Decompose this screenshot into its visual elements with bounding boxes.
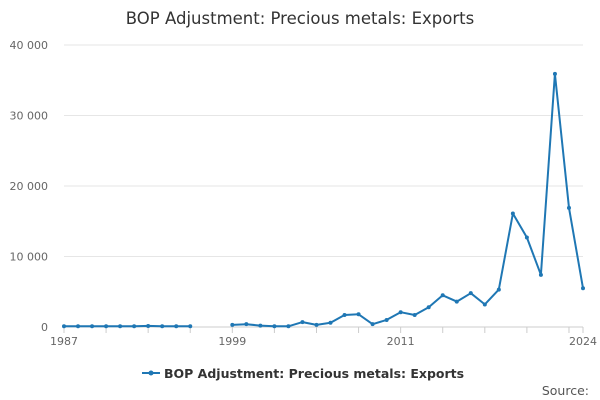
data-point[interactable] <box>258 323 263 328</box>
data-point[interactable] <box>454 299 459 304</box>
data-point[interactable] <box>426 305 431 310</box>
x-axis: 1987 1999 2011 2024 <box>50 326 597 348</box>
data-point[interactable] <box>300 320 305 325</box>
data-point[interactable] <box>76 324 81 329</box>
data-point[interactable] <box>482 302 487 307</box>
data-point[interactable] <box>286 324 291 329</box>
grid-lines <box>64 44 583 257</box>
data-point[interactable] <box>566 205 571 210</box>
y-tick-label: 20 000 <box>10 180 49 193</box>
y-axis-ticks: 0 10 000 20 000 30 000 40 000 <box>10 39 49 334</box>
data-point[interactable] <box>440 293 445 298</box>
data-point[interactable] <box>370 322 375 327</box>
x-tick-label: 2024 <box>569 335 597 348</box>
data-point[interactable] <box>230 322 235 327</box>
data-point[interactable] <box>384 317 389 322</box>
data-point[interactable] <box>398 310 403 315</box>
data-point[interactable] <box>496 287 501 292</box>
legend[interactable]: BOP Adjustment: Precious metals: Exports <box>142 366 464 381</box>
x-tick-label: 1999 <box>218 335 246 348</box>
series-line <box>232 72 584 328</box>
data-point[interactable] <box>132 324 137 329</box>
data-point[interactable] <box>160 324 165 329</box>
x-tick-label: 2011 <box>387 335 415 348</box>
data-point[interactable] <box>188 324 193 329</box>
data-point[interactable] <box>62 324 66 329</box>
data-point[interactable] <box>468 291 473 296</box>
data-point[interactable] <box>174 324 179 329</box>
source-label: Source: <box>542 383 589 398</box>
data-point[interactable] <box>90 324 95 329</box>
data-point[interactable] <box>244 322 249 327</box>
x-tick-label: 1987 <box>50 335 78 348</box>
y-tick-label: 10 000 <box>10 251 49 264</box>
data-point[interactable] <box>524 235 529 240</box>
legend-dot-marker <box>148 370 154 376</box>
data-point[interactable] <box>510 211 515 216</box>
data-point[interactable] <box>412 313 417 318</box>
series-layer <box>62 71 585 329</box>
data-point[interactable] <box>581 286 585 291</box>
data-point[interactable] <box>552 71 557 76</box>
data-point[interactable] <box>328 320 333 325</box>
legend-label: BOP Adjustment: Precious metals: Exports <box>164 366 464 381</box>
data-point[interactable] <box>118 324 123 329</box>
data-point[interactable] <box>314 322 319 327</box>
y-tick-label: 40 000 <box>10 39 49 52</box>
data-point[interactable] <box>104 324 109 329</box>
data-point[interactable] <box>146 323 151 328</box>
y-tick-label: 30 000 <box>10 110 49 123</box>
y-tick-label: 0 <box>41 321 48 334</box>
data-point[interactable] <box>342 313 347 318</box>
data-point[interactable] <box>272 324 277 329</box>
chart-title: BOP Adjustment: Precious metals: Exports <box>126 9 474 28</box>
data-point[interactable] <box>538 272 543 277</box>
data-point[interactable] <box>356 312 361 317</box>
